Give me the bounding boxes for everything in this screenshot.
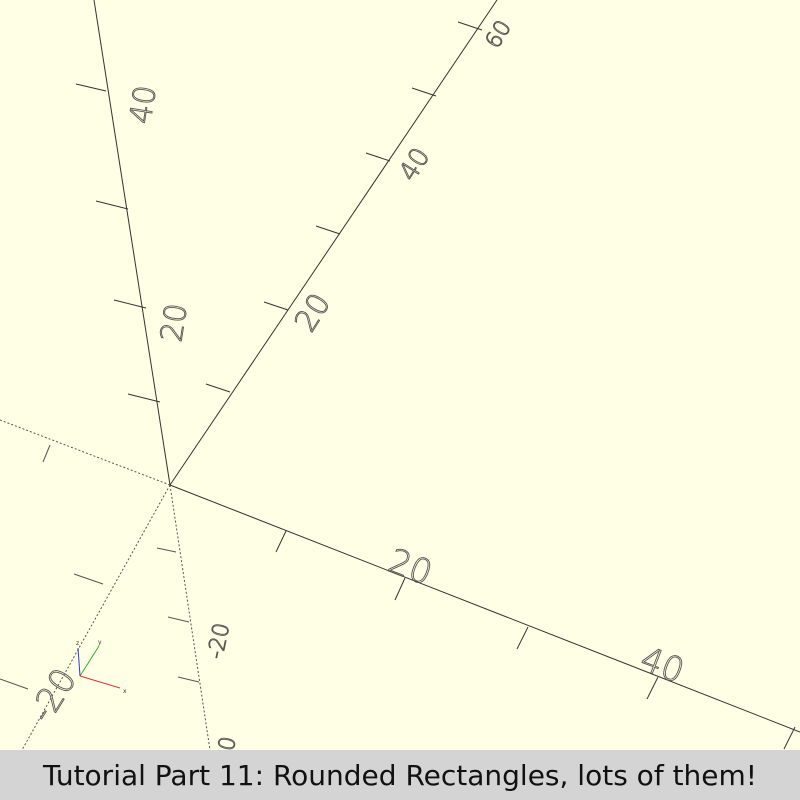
indicator-y-axis <box>79 645 100 677</box>
y-axis-negative <box>21 484 171 750</box>
3d-viewport[interactable]: 40 20 60 40 20 20 40 -20 -20 0 x y z <box>0 0 800 750</box>
indicator-z-axis <box>77 647 81 677</box>
y-axis-positive <box>169 0 498 486</box>
neg-z-axis-label-40: 0 <box>214 734 241 750</box>
z-axis-label-40: 40 <box>123 83 164 126</box>
x-axis-label-20: 20 <box>383 541 438 594</box>
neg-z-axis-label-20: -20 <box>203 621 235 661</box>
y-axis-label-20: 20 <box>288 287 338 338</box>
negative-axis-ticks <box>0 444 200 690</box>
y-axis-ticks <box>205 21 483 393</box>
y-axis-label-40: 40 <box>393 143 436 187</box>
caption-bar: Tutorial Part 11: Rounded Rectangles, lo… <box>0 750 800 800</box>
caption-text: Tutorial Part 11: Rounded Rectangles, lo… <box>42 758 758 792</box>
indicator-x-label: x <box>123 688 127 695</box>
z-axis-positive <box>93 0 171 486</box>
neg-y-axis-label-20: -20 <box>22 661 85 729</box>
z-axis-negative <box>169 484 211 750</box>
x-axis-positive <box>169 484 800 733</box>
indicator-x-axis <box>79 675 121 689</box>
axes-canvas: 40 20 60 40 20 20 40 -20 -20 0 x y z <box>0 0 800 750</box>
indicator-z-label: z <box>76 640 79 647</box>
x-axis-ticks <box>275 530 796 750</box>
z-axis-label-20: 20 <box>154 301 195 344</box>
axes-orientation-indicator: x y z <box>76 639 127 695</box>
z-axis-ticks <box>75 83 161 403</box>
indicator-y-label: y <box>98 639 102 646</box>
x-axis-label-40: 40 <box>635 639 690 692</box>
y-axis-label-60: 60 <box>481 16 517 53</box>
x-axis-negative <box>0 419 171 486</box>
